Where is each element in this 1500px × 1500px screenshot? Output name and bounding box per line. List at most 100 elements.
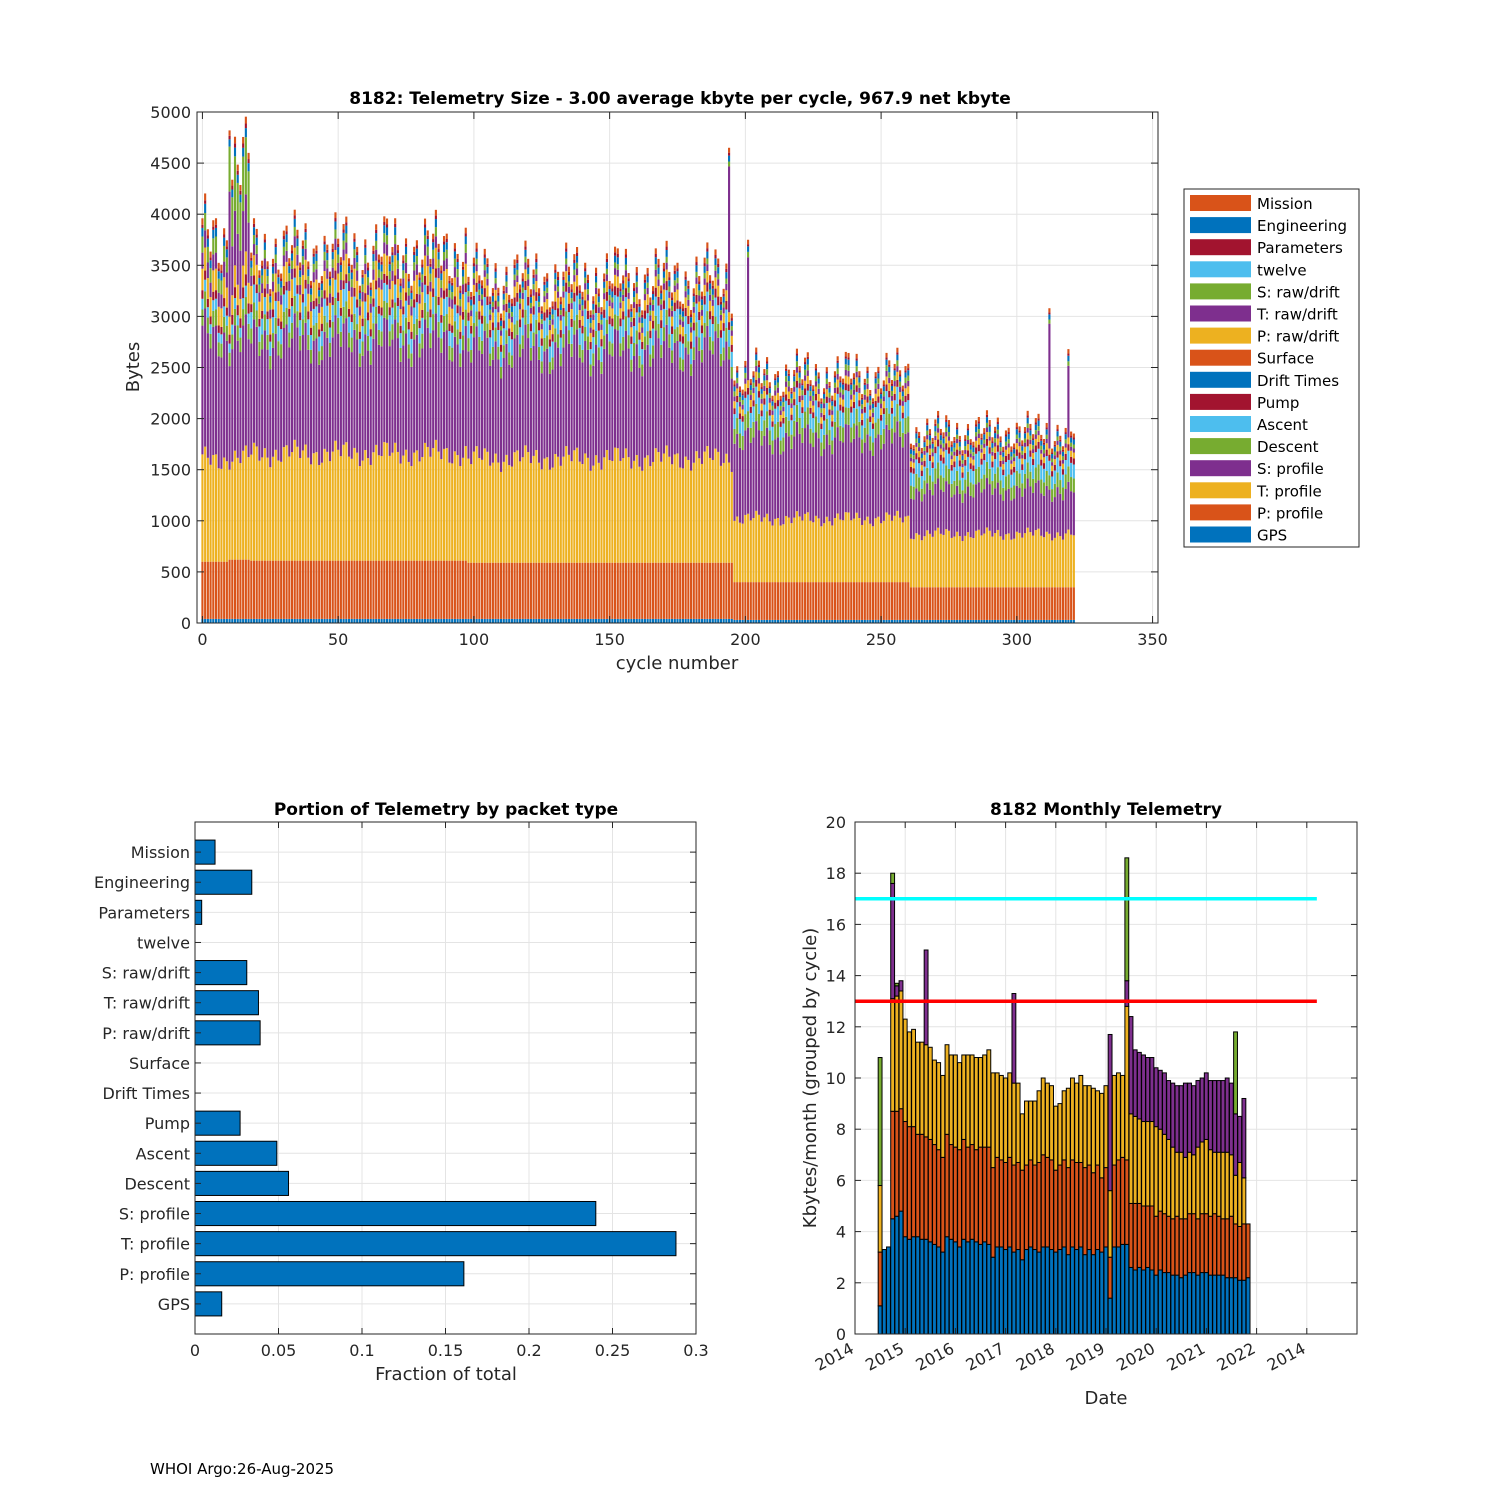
cycle-bar-segment (356, 618, 359, 623)
cycle-bar-segment (499, 317, 503, 321)
cycle-bar-segment (779, 401, 782, 406)
cycle-bar-segment (434, 268, 437, 278)
cycle-bar-segment (328, 327, 332, 343)
cycle-bar-segment (1018, 430, 1021, 433)
cycle-bar-segment (703, 272, 706, 279)
cycle-bar-segment (236, 315, 239, 326)
cycle-bar-segment (747, 257, 750, 381)
cycle-bar-63 (372, 245, 375, 623)
cycle-bar-segment (747, 246, 750, 252)
cycle-bar-segment (717, 273, 720, 280)
cycle-bar-segment (437, 259, 440, 268)
legend-swatch (1190, 416, 1251, 432)
cycle-bar-segment (489, 329, 492, 338)
cycle-bar-segment (597, 360, 600, 463)
cycle-bar-segment (844, 582, 847, 620)
cycle-bar-segment (931, 536, 934, 588)
cycle-bar-segment (711, 294, 714, 300)
cycle-bar-segment (225, 249, 228, 258)
cycle-bar-segment (722, 307, 725, 314)
cycle-bar-segment (315, 322, 318, 339)
cycle-bar-segment (358, 299, 361, 307)
cycle-bar-segment (858, 619, 861, 623)
cycle-bar-segment (958, 493, 961, 537)
cycle-bar-segment (391, 280, 394, 300)
cycle-bar-segment (1002, 587, 1005, 620)
cycle-bar-segment (988, 436, 991, 441)
cycle-bar-segment (1048, 454, 1051, 461)
cycle-bar-280 (961, 450, 964, 623)
cycle-bar-segment (426, 230, 429, 236)
month-bar-segment (952, 1241, 958, 1335)
cycle-bar-segment (220, 618, 223, 623)
cycle-bar-segment (744, 430, 747, 515)
cycle-bar-segment (842, 394, 845, 400)
cycle-bar-segment (299, 320, 302, 336)
cycle-bar-segment (592, 618, 595, 623)
cycle-bar-segment (347, 560, 351, 619)
cycle-bar-segment (877, 582, 880, 620)
cycle-bar-segment (231, 246, 234, 296)
cycle-bar-segment (451, 325, 454, 333)
cycle-bar-segment (562, 291, 565, 298)
cycle-bar-segment (595, 276, 598, 283)
cycle-bar-segment (681, 371, 684, 469)
cycle-bar-segment (385, 302, 389, 320)
cycle-bar-segment (714, 258, 717, 266)
cycle-bar-segment (448, 290, 451, 298)
cycle-bar-segment (209, 268, 212, 283)
cycle-bar-segment (977, 416, 980, 422)
cycle-bar-segment (728, 161, 731, 167)
cycle-bar-segment (567, 454, 570, 563)
cycle-bar-segment (464, 252, 467, 264)
cycle-bar-segment (1034, 452, 1037, 468)
cycle-bar-segment (407, 281, 410, 289)
cycle-bar-segment (795, 353, 799, 356)
cycle-bar-segment (787, 391, 790, 399)
cycle-bar-segment (290, 268, 294, 280)
cycle-bar-segment (426, 266, 429, 286)
cycle-bar-segment (225, 246, 228, 250)
cycle-bar-segment (1037, 418, 1040, 421)
cycle-bar-segment (442, 448, 446, 561)
month-bar-13 (932, 1059, 937, 1335)
cycle-bar-segment (969, 439, 972, 444)
cycle-bar-segment (668, 456, 671, 563)
cycle-bar-segment (817, 376, 820, 379)
cycle-bar-segment (288, 263, 291, 267)
cycle-bar-segment (899, 436, 902, 518)
cycle-bar-segment (643, 310, 646, 319)
cycle-bar-segment (597, 293, 600, 297)
cycle-bar-segment (271, 333, 275, 348)
cycle-bar-segment (236, 618, 239, 623)
cycle-bar-segment (426, 446, 429, 561)
cycle-bar-segment (842, 412, 845, 428)
cycle-bar-segment (220, 561, 223, 619)
month-bar-segment (1044, 1082, 1050, 1158)
month-bar-segment (923, 1136, 929, 1240)
month-bar-15 (940, 1074, 946, 1335)
month-bar-31 (1007, 1072, 1013, 1335)
cycle-bar-segment (448, 283, 451, 291)
cycle-bar-segment (589, 327, 592, 333)
cycle-bar-segment (757, 391, 760, 398)
cycle-bar-segment (654, 287, 657, 297)
cycle-bar-segment (920, 448, 923, 452)
cycle-bar-segment (627, 562, 630, 619)
cycle-bar-segment (399, 333, 402, 348)
cycle-bar-segment (453, 243, 456, 249)
cycle-bar-segment (548, 362, 551, 374)
cycle-bar-segment (1034, 418, 1037, 423)
cycle-bar-segment (584, 300, 587, 309)
cycle-bar-segment (782, 391, 785, 396)
cycle-bar-segment (570, 618, 573, 623)
cycle-bar-segment (220, 357, 223, 469)
cycle-bar-segment (852, 582, 856, 620)
cycle-bar-segment (214, 290, 218, 299)
cycle-bar-segment (847, 370, 850, 377)
cycle-bar-segment (1059, 454, 1062, 461)
cycle-bar-segment (991, 455, 994, 462)
cycle-bar-segment (988, 484, 991, 531)
cycle-bar-segment (619, 302, 622, 309)
cycle-bar-segment (413, 255, 416, 263)
